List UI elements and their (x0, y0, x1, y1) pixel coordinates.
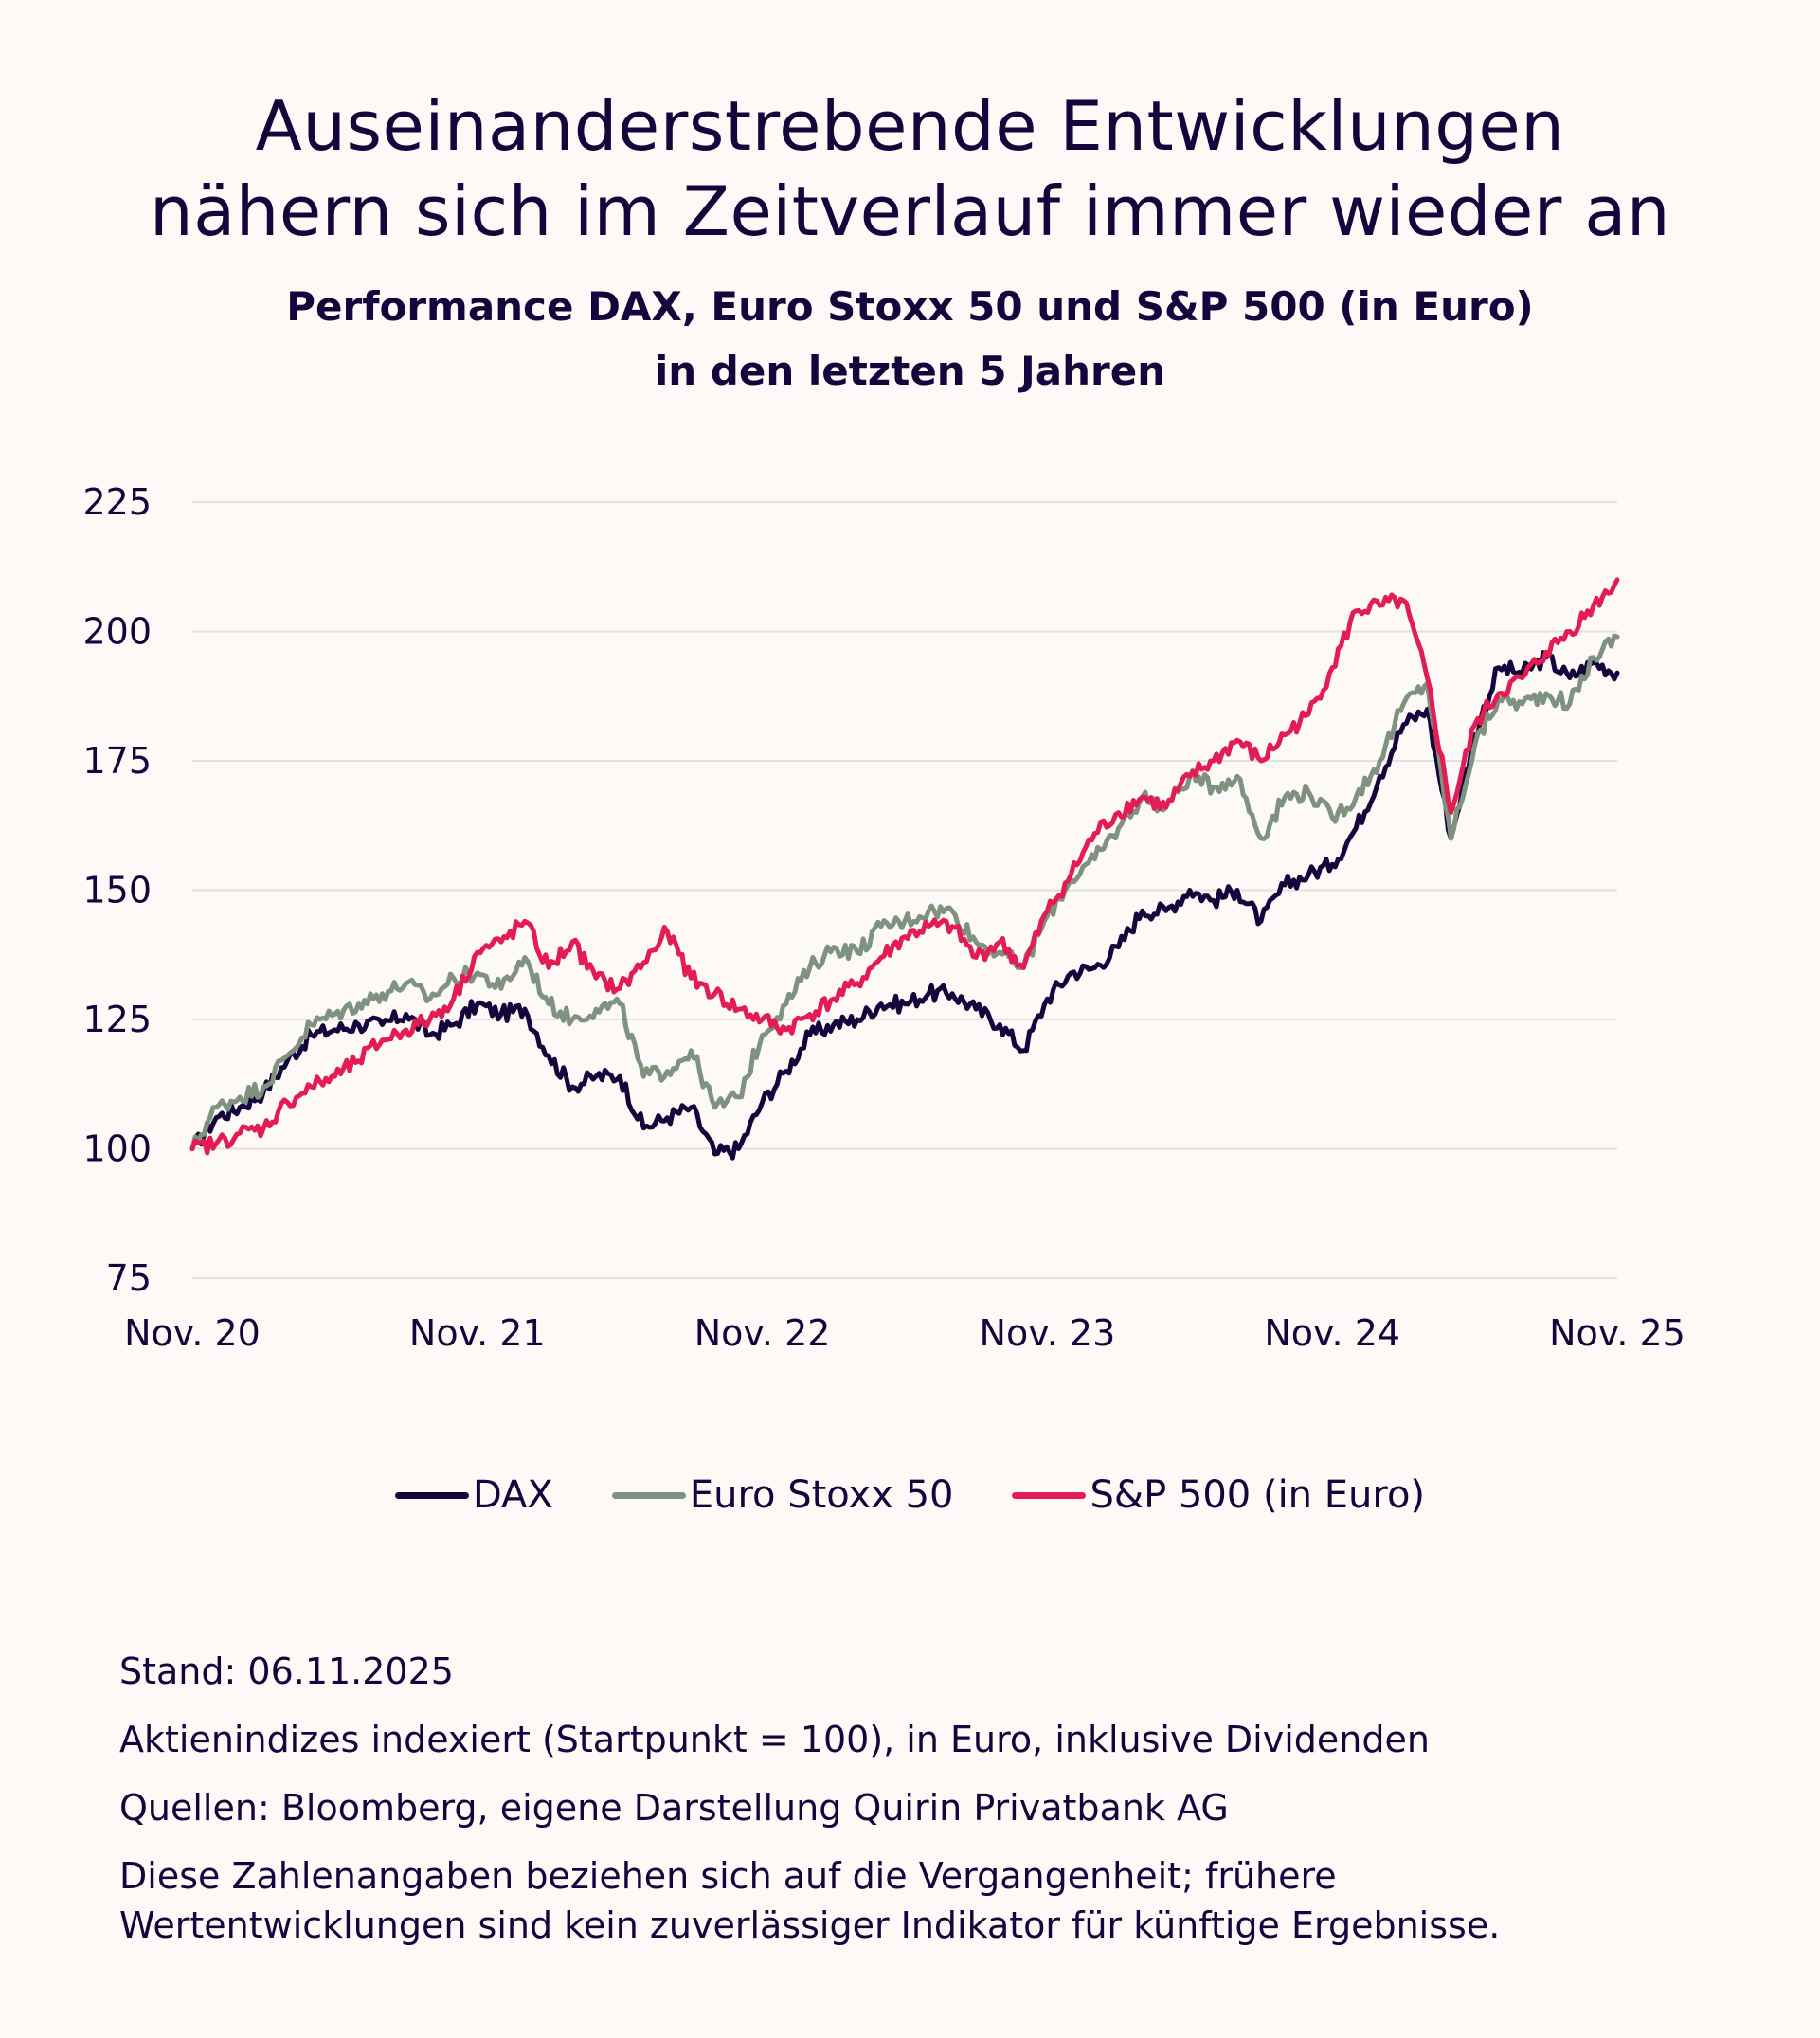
legend-label-euro-stoxx-50: Euro Stoxx 50 (689, 1473, 954, 1517)
y-tick-label: 175 (82, 740, 152, 782)
legend-swatch-sp500 (1012, 1491, 1087, 1499)
footer-methodology-note: Aktienindizes indexiert (Startpunkt = 10… (119, 1719, 1430, 1760)
footer-disclaimer-line-2: Wertentwicklungen sind kein zuverlässige… (119, 1904, 1501, 1946)
series-line-euro-stoxx-50 (189, 633, 1620, 1151)
y-tick-label: 150 (82, 870, 152, 911)
subtitle-line-2: in den letzten 5 Jahren (654, 348, 1166, 394)
headline-line-2: nähern sich im Zeitverlauf immer wieder … (149, 171, 1671, 251)
y-tick-label: 225 (82, 481, 152, 523)
legend-item-dax: DAX (394, 1473, 553, 1517)
footer-sources: Quellen: Bloomberg, eigene Darstellung Q… (119, 1787, 1229, 1829)
chart-footer: Stand: 06.11.2025 Aktienindizes indexier… (119, 1637, 1500, 1950)
x-tick-label: Nov. 22 (694, 1312, 831, 1354)
legend-swatch-euro-stoxx-50 (611, 1491, 686, 1499)
legend-label-sp500: S&P 500 (in Euro) (1090, 1473, 1426, 1517)
footer-disclaimer-line-1: Diese Zahlenangaben beziehen sich auf di… (119, 1855, 1337, 1897)
y-axis-ticks: 75 100 125 150 175 200 225 (82, 481, 152, 1299)
legend-swatch-dax (394, 1491, 469, 1499)
legend-label-dax: DAX (472, 1473, 553, 1517)
chart-legend: DAX Euro Stoxx 50 S&P 500 (in Euro) (0, 1473, 1820, 1517)
footer-disclaimer: Diese Zahlenangaben beziehen sich auf di… (119, 1851, 1500, 1950)
series-line-dax (189, 650, 1620, 1161)
chart-subtitle: Performance DAX, Euro Stoxx 50 und S&P 5… (0, 275, 1820, 404)
legend-item-euro-stoxx-50: Euro Stoxx 50 (611, 1473, 954, 1517)
y-tick-label: 200 (82, 611, 152, 653)
footer-date: Stand: 06.11.2025 (119, 1650, 454, 1692)
gridlines (192, 501, 1617, 1279)
y-tick-label: 125 (82, 999, 152, 1040)
y-tick-label: 100 (82, 1128, 152, 1170)
legend-item-sp500: S&P 500 (in Euro) (1012, 1473, 1425, 1517)
x-tick-label: Nov. 23 (980, 1312, 1116, 1354)
subtitle-line-1: Performance DAX, Euro Stoxx 50 und S&P 5… (286, 283, 1534, 330)
headline-line-1: Auseinanderstrebende Entwicklungen (255, 86, 1565, 166)
x-tick-label: Nov. 24 (1264, 1312, 1400, 1354)
x-tick-label: Nov. 21 (409, 1312, 546, 1354)
y-tick-label: 75 (106, 1257, 152, 1299)
x-tick-label: Nov. 20 (124, 1312, 261, 1354)
chart-headline: Auseinanderstrebende Entwicklungen näher… (0, 83, 1820, 254)
series-line-s-p-500-in-euro (189, 577, 1620, 1156)
series-lines (189, 577, 1620, 1161)
x-tick-label: Nov. 25 (1549, 1312, 1685, 1354)
x-axis-ticks: Nov. 20 Nov. 21 Nov. 22 Nov. 23 Nov. 24 Nov. … (124, 1312, 1685, 1354)
